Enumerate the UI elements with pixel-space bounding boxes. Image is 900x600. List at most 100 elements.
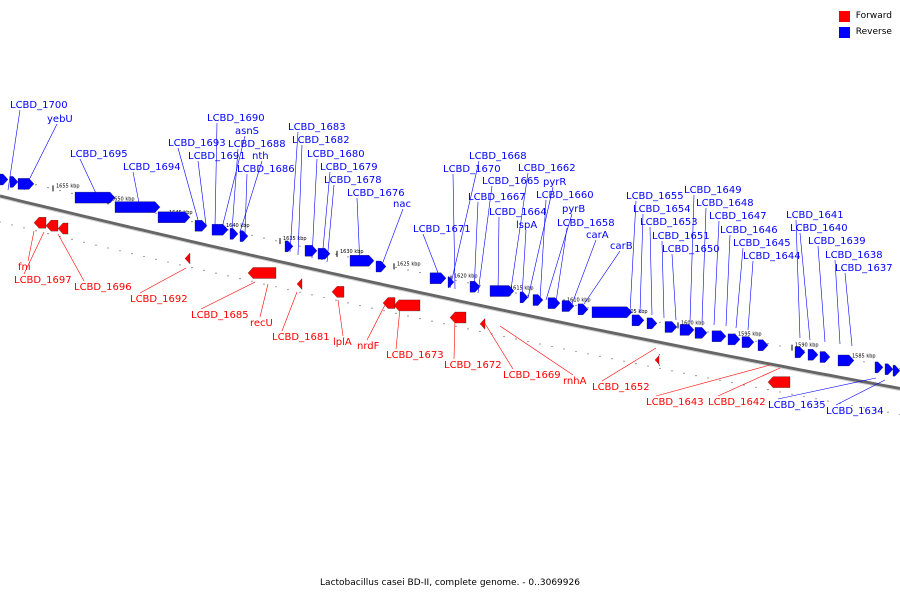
reverse-gene-label: LCBD_1670 [443,164,501,175]
reverse-gene-label: lspA [516,220,537,231]
genome-backbone [0,194,900,390]
leader-line [735,247,744,329]
grid-dot [263,283,265,285]
leader-line [639,213,644,314]
forward-gene-label: lplA [333,337,352,348]
tick-label: 1625 kbp [397,261,421,267]
forward-gene-label: LCBD_1696 [74,282,132,293]
grid-dot [779,391,781,393]
reverse-gene-arrow [694,327,708,339]
reverse-swatch [838,26,850,38]
grid-dot [731,382,733,384]
grid-dot [251,234,253,236]
leader-line [477,185,493,294]
grid-dot [599,355,601,357]
grid-dot [719,379,721,381]
forward-gene-label: nrdF [357,341,380,352]
forward-gene-arrow [33,217,47,229]
reverse-gene-label: LCBD_1648 [696,198,754,209]
reverse-gene-label: LCBD_1683 [288,122,346,133]
leader-line [326,184,335,263]
grid-dot [35,230,37,232]
forward-gene-arrow [296,278,303,290]
forward-gene-arrow [393,299,421,312]
grid-dot [563,348,565,350]
forward-gene-label: recU [250,318,273,329]
reverse-gene-label: LCBD_1644 [743,251,801,262]
reverse-gene-arrow [807,349,819,361]
reverse-gene-label: pyrR [543,177,566,188]
grid-dot [239,278,241,280]
leader-line [671,253,677,321]
grid-dot [251,280,253,282]
reverse-gene-arrow [489,285,515,297]
reverse-gene-label: LCBD_1686 [237,164,295,175]
grid-dot [407,269,409,271]
forward-gene-label: LCBD_1673 [386,350,444,361]
tick-label: 1610 kbp [567,297,591,303]
grid-dot [299,245,301,247]
grid-dot [119,250,121,252]
tick-label: 1655 kbp [56,183,80,189]
leader-line [747,260,754,331]
grid-dot [803,395,805,398]
reverse-gene-arrow [74,191,116,204]
forward-swatch [838,10,850,22]
reverse-gene-label: LCBD_1694 [123,162,181,173]
forward-gene-arrow [449,311,467,324]
leader-line [661,240,665,319]
grid-dot [575,350,577,353]
grid-dot [755,340,757,342]
reverse-gene-label: nac [393,199,411,210]
forward-gene-label: LCBD_1681 [272,332,330,343]
reverse-gene-arrow [664,321,678,333]
leader-line [27,230,35,262]
grid-dot [503,335,505,338]
reverse-gene-arrow [429,272,447,284]
grid-dot [287,288,289,291]
tick-label: 1605 kbp [624,309,648,315]
reverse-gene-label: LCBD_1635 [768,400,826,411]
reverse-gene-arrow [561,300,575,312]
grid-dot [71,192,73,194]
forward-gene-label: LCBD_1692 [130,294,188,305]
grid-dot [311,294,313,296]
forward-gene-label: rnhA [563,376,587,387]
forward-gene-arrow [331,286,345,298]
reverse-gene-label: LCBD_1664 [489,207,547,218]
grid-dot [455,325,457,327]
reverse-gene-label: carA [586,230,609,241]
grid-dot [863,407,865,409]
reverse-gene-arrow [679,324,695,336]
leader-line [259,283,269,318]
leader-line [499,325,574,376]
grid-dot [635,363,637,365]
grid-dot [203,269,205,271]
grid-dot [659,367,661,370]
grid-dot [227,275,229,277]
forward-gene-label: LCBD_1672 [444,360,502,371]
reverse-gene-label: asnS [235,126,259,137]
grid-dot [419,317,421,320]
leader-line [453,317,456,360]
grid-dot [167,261,169,263]
reverse-gene-arrow [194,220,208,232]
grid-dot [131,253,133,255]
reverse-gene-label: LCBD_1665 [482,176,540,187]
leader-line [422,233,441,279]
leader-line [835,379,886,406]
grid-dot [707,331,709,333]
leader-line [689,194,695,323]
grid-dot [323,296,325,299]
grid-dot [671,370,673,372]
leader-line [289,131,299,253]
grid-dot [155,212,157,214]
forward-gene-arrow [184,252,191,265]
grid-dot [527,340,529,343]
grid-dot [0,221,1,223]
grid-dot [299,291,301,293]
leader-line [452,173,456,290]
leader-line [545,213,573,301]
reverse-gene-label: LCBD_1647 [709,211,767,222]
